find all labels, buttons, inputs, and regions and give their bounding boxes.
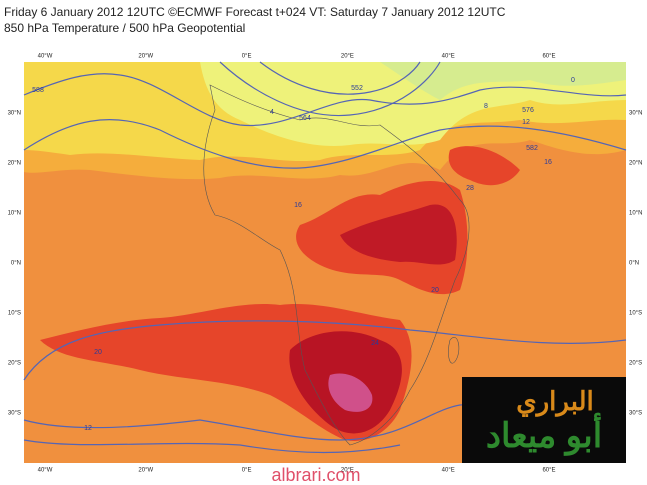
- contour-label: 4: [270, 109, 274, 116]
- lon-label-bottom: 20°E: [341, 468, 354, 474]
- lat-label-right: 0°N: [629, 261, 639, 267]
- lon-label-bottom: 20°W: [138, 468, 153, 474]
- watermark: albrari.com: [271, 465, 360, 485]
- contour-label: 16: [544, 159, 552, 166]
- contour-label: 16: [294, 202, 302, 209]
- lat-label-left: 10°N: [8, 211, 21, 217]
- lon-label-top: 20°W: [138, 54, 153, 60]
- contour-label: 582: [526, 145, 538, 152]
- lon-label-top: 20°E: [341, 54, 354, 60]
- contour-label: 552: [351, 85, 363, 92]
- extreme-hot: [328, 373, 373, 412]
- lon-label-bottom: 40°E: [442, 468, 455, 474]
- lat-label-left: 0°N: [11, 261, 21, 267]
- coastlines: [203, 84, 470, 446]
- logo-box: [462, 377, 626, 463]
- contour-label: 8: [484, 103, 488, 110]
- contour-label: 564: [299, 115, 311, 122]
- contour-label: 24: [371, 340, 379, 347]
- lat-label-right: 20°S: [629, 361, 642, 367]
- contour-label: 12: [84, 425, 92, 432]
- lon-label-top: 60°E: [542, 54, 555, 60]
- logo-line1: البراري: [516, 386, 593, 417]
- contour-label: 20: [431, 287, 439, 294]
- lat-label-right: 30°S: [629, 411, 642, 417]
- lat-label-right: 20°N: [629, 161, 642, 167]
- lat-label-left: 20°S: [8, 361, 21, 367]
- lat-label-right: 30°N: [629, 111, 642, 117]
- header-line1: Friday 6 January 2012 12UTC ©ECMWF Forec…: [4, 5, 506, 19]
- contour-label: 20: [94, 349, 102, 356]
- very-hot-central: [340, 204, 457, 265]
- lat-label-right: 10°N: [629, 211, 642, 217]
- hot-arabia: [448, 146, 520, 186]
- logo-line2: أبو ميعاد: [486, 413, 602, 456]
- lat-label-left: 10°S: [8, 311, 21, 317]
- coldest-field: [380, 62, 626, 100]
- lat-label-left: 30°N: [8, 111, 21, 117]
- contour-label: 0: [571, 77, 575, 84]
- lat-label-right: 10°S: [629, 311, 642, 317]
- contour-labels: 576 564 552 588 0 8 4 12 16 20 24 28 582 20 16 12: [32, 77, 575, 432]
- lon-label-top: 0°E: [242, 54, 252, 60]
- contour-label: 28: [466, 185, 474, 192]
- lon-label-bottom: 40°W: [38, 468, 53, 474]
- header-line2: 850 hPa Temperature / 500 hPa Geopotenti…: [4, 21, 245, 35]
- lon-label-top: 40°W: [38, 54, 53, 60]
- lat-label-left: 30°S: [8, 411, 21, 417]
- map: [23, 61, 627, 463]
- lon-label-bottom: 60°E: [542, 468, 555, 474]
- lon-label-top: 40°E: [442, 54, 455, 60]
- lat-label-left: 20°N: [8, 161, 21, 167]
- axis-labels: 40°W 40°W 20°W 20°W 0°E 0°E 20°E 20°E 40°E 40°E 60…: [8, 54, 643, 474]
- lon-label-bottom: 0°E: [242, 468, 252, 474]
- contour-label: 12: [522, 119, 530, 126]
- contour-label: 576: [522, 107, 534, 114]
- contour-label: 588: [32, 87, 44, 94]
